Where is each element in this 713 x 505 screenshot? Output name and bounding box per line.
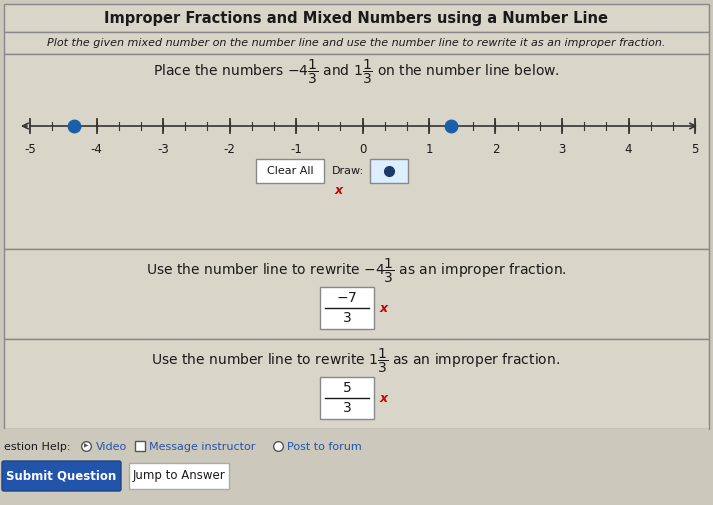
Bar (320, 287, 374, 329)
Text: x: x (380, 391, 388, 405)
Bar (256, 159, 324, 183)
Text: Jump to Answer: Jump to Answer (133, 470, 225, 482)
Text: -1: -1 (290, 143, 302, 156)
Text: Video: Video (96, 442, 127, 452)
Bar (320, 377, 374, 419)
Text: Clear All: Clear All (267, 166, 313, 176)
Text: 1: 1 (425, 143, 433, 156)
Text: $5$: $5$ (342, 381, 352, 395)
Text: -3: -3 (157, 143, 169, 156)
Text: Draw:: Draw: (332, 166, 364, 176)
Bar (4, 339, 709, 429)
Text: $3$: $3$ (342, 401, 352, 415)
Text: ▶: ▶ (84, 443, 88, 448)
Text: 0: 0 (359, 143, 366, 156)
Text: Plot the given mixed number on the number line and use the number line to rewrit: Plot the given mixed number on the numbe… (47, 38, 665, 48)
Text: -2: -2 (224, 143, 235, 156)
Text: estion Help:: estion Help: (4, 442, 71, 452)
Text: x: x (380, 301, 388, 315)
Text: $-7$: $-7$ (337, 291, 358, 305)
Bar (129, 463, 229, 489)
Text: 4: 4 (625, 143, 632, 156)
Text: 2: 2 (492, 143, 499, 156)
Text: 5: 5 (692, 143, 699, 156)
Text: Post to forum: Post to forum (287, 442, 361, 452)
Text: Place the numbers $-4\dfrac{1}{3}$ and $1\dfrac{1}{3}$ on the number line below.: Place the numbers $-4\dfrac{1}{3}$ and $… (153, 58, 560, 86)
Text: $3$: $3$ (342, 311, 352, 325)
Bar (4, 54, 709, 249)
Bar (4, 4, 709, 32)
Text: Use the number line to rewrite $1\dfrac{1}{3}$ as an improper fraction.: Use the number line to rewrite $1\dfrac{… (151, 347, 560, 375)
Text: Improper Fractions and Mixed Numbers using a Number Line: Improper Fractions and Mixed Numbers usi… (104, 11, 608, 25)
Text: x: x (335, 184, 343, 197)
Bar (370, 159, 408, 183)
Text: -5: -5 (24, 143, 36, 156)
Text: Submit Question: Submit Question (6, 470, 117, 482)
Bar (4, 249, 709, 339)
Bar (4, 429, 709, 505)
Text: Use the number line to rewrite $-4\dfrac{1}{3}$ as an improper fraction.: Use the number line to rewrite $-4\dfrac… (145, 257, 566, 285)
FancyBboxPatch shape (2, 461, 121, 491)
Text: 3: 3 (558, 143, 565, 156)
Bar (4, 32, 709, 54)
Text: -4: -4 (91, 143, 103, 156)
Text: Message instructor: Message instructor (149, 442, 255, 452)
